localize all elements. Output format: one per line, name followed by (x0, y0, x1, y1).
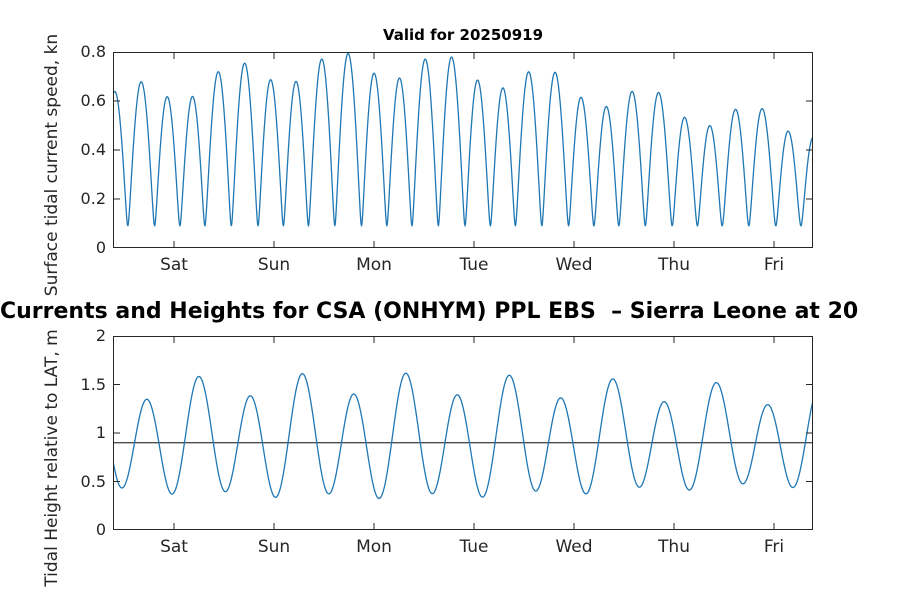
y-tick-label: 0 (95, 238, 106, 257)
x-tick-label: Sat (160, 537, 188, 557)
y-tick-label: 0.2 (80, 189, 106, 208)
y-tick-label: 0.5 (80, 471, 106, 491)
x-tick-label: Tue (459, 255, 489, 275)
x-tick-label: Tue (459, 537, 489, 557)
y-tick-label: 1 (95, 423, 106, 442)
axes-border (113, 336, 813, 530)
surface-current-speed-canvas (113, 52, 813, 248)
y-tick-label: 0 (95, 520, 106, 539)
height-plot-ylabel: Tidal Height relative to LAT, m (42, 329, 62, 587)
tidal-height-curve (113, 372, 813, 500)
x-tick-label: Wed (555, 255, 593, 275)
x-tick-label: Sun (257, 255, 291, 275)
y-tick-label: 0.6 (80, 91, 106, 110)
x-tick-label: Thu (658, 255, 690, 275)
surface-current-speed-curve (113, 52, 813, 227)
y-tick-label: 2 (95, 326, 106, 345)
axes-border (113, 52, 813, 248)
tidal-height-plot: Sat Sun Mon Tue Wed Thu Fri 0 0.5 1 1.5 2 (81, 326, 813, 557)
tidal-height-canvas (113, 336, 813, 530)
x-tick-label: Mon (356, 537, 392, 557)
x-tick-label: Sat (160, 255, 188, 275)
x-tick-label: Fri (763, 255, 785, 275)
x-tick-label: Sun (257, 537, 291, 557)
x-tick-label: Mon (356, 255, 392, 275)
y-tick-label: 1.5 (80, 374, 106, 394)
surface-current-speed-plot: Sat Sun Mon Tue Wed Thu Fri 0 0.2 0.4 0.6 0.8 (81, 42, 813, 275)
x-tick-label: Wed (555, 537, 593, 557)
y-tick-label: 0.8 (80, 42, 106, 61)
figure-title: Currents and Heights for CSA (ONHYM) PPL… (0, 299, 859, 324)
x-tick-label: Thu (658, 537, 690, 557)
x-tick-label: Fri (763, 537, 785, 557)
y-tick-label: 0.4 (80, 140, 106, 159)
speed-plot-title: Valid for 20250919 (382, 26, 544, 44)
